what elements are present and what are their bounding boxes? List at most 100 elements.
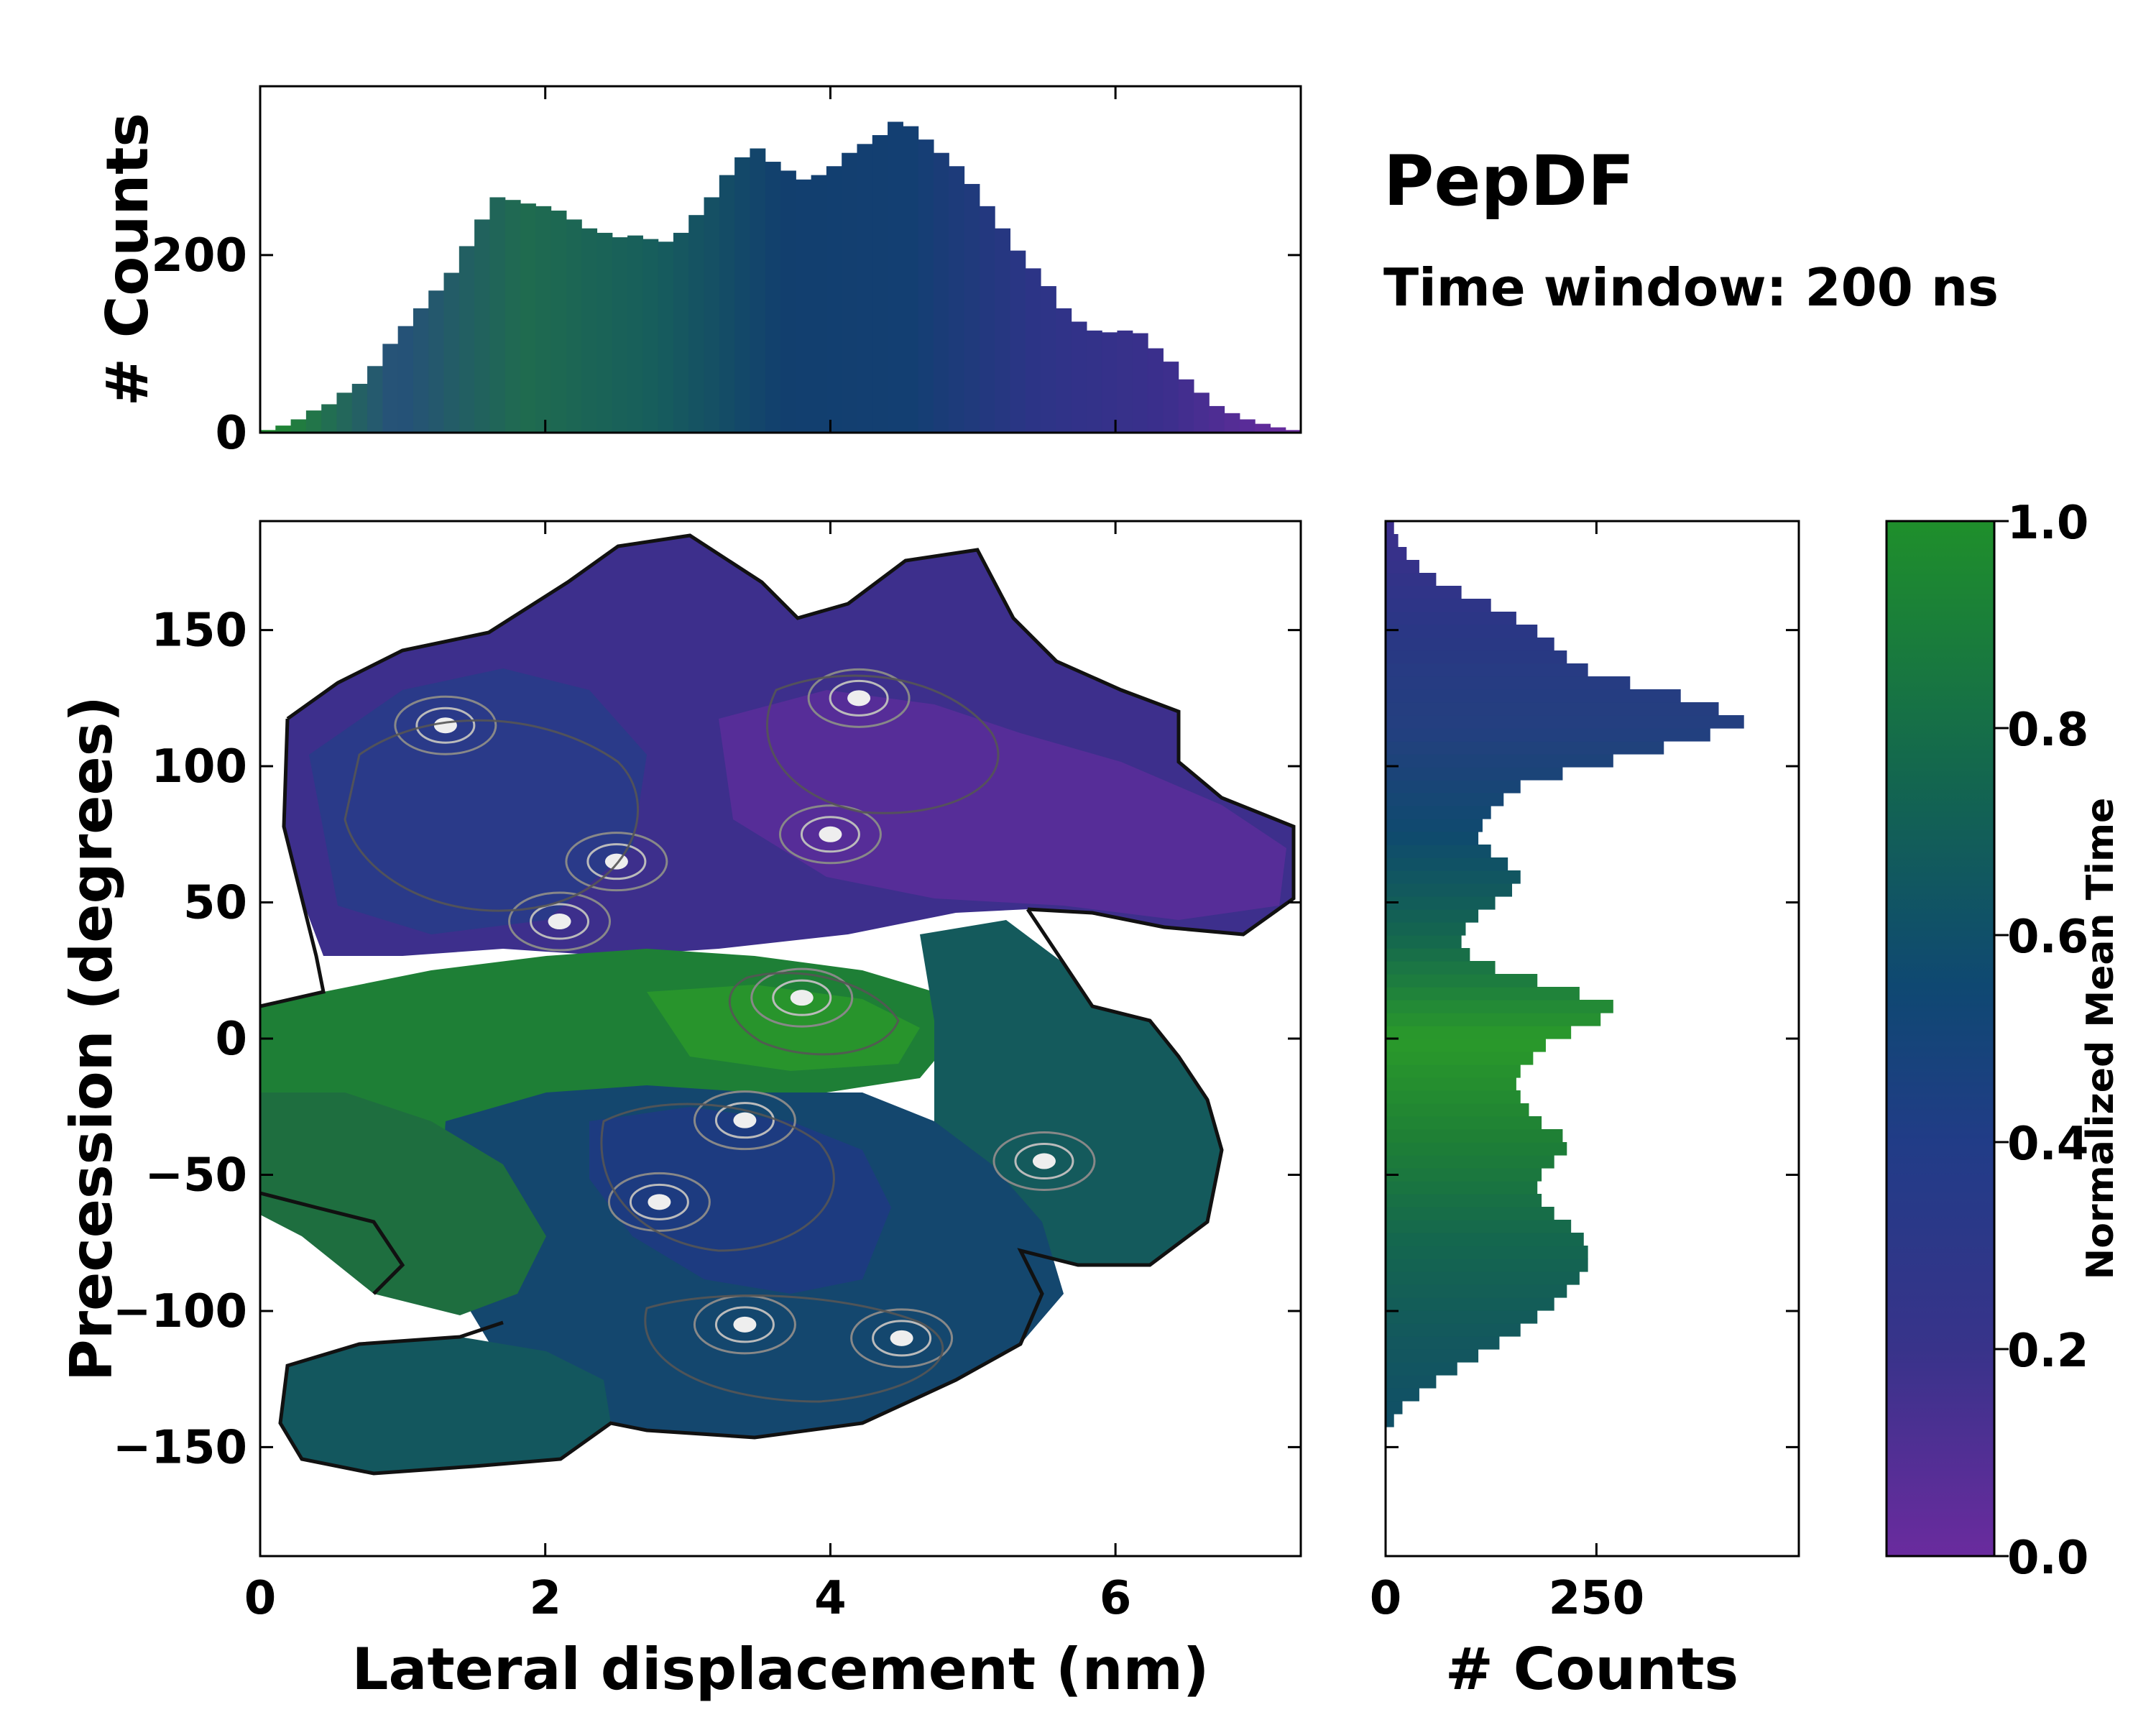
density-contour: [850, 1308, 954, 1368]
right-histogram-bar: [1386, 819, 1483, 832]
right-histogram-bar: [1386, 1052, 1534, 1065]
top-histogram-bar: [1285, 430, 1302, 433]
right-histogram-bar: [1386, 883, 1513, 897]
density-contour: [714, 1102, 775, 1139]
colorbar-tick-label: 0.0: [2007, 1532, 2088, 1585]
top-histogram-bar: [535, 206, 552, 433]
right-histogram-bar: [1386, 547, 1407, 561]
right-histogram-bar: [1386, 935, 1462, 949]
joint-ytick-label: 0: [215, 1013, 247, 1066]
right-histogram-bar: [1386, 974, 1538, 988]
top-histogram-bar: [1224, 413, 1240, 433]
top-histogram-bar: [336, 392, 353, 433]
right-histogram-bar: [1386, 521, 1394, 535]
colorbar-gradient: [1885, 520, 1996, 1558]
joint-ytick-label: −150: [113, 1421, 247, 1474]
right-histogram-bar: [1386, 1194, 1542, 1208]
top-histogram-bar: [796, 179, 812, 433]
right-histogram-bar: [1386, 1000, 1613, 1013]
joint-ytick-label: 50: [183, 877, 247, 930]
right-histogram-bar: [1386, 1259, 1588, 1272]
density-contour: [1014, 1143, 1074, 1180]
top-histogram-bar: [979, 206, 995, 433]
top-histogram-bar: [734, 157, 751, 433]
right-histogram-bar: [1386, 650, 1567, 664]
right-histogram-bar: [1386, 560, 1419, 574]
top-histogram-bar: [1132, 333, 1148, 433]
top-histogram-bar: [1148, 348, 1164, 433]
joint-ytick-label: −100: [113, 1285, 247, 1338]
density-contour: [872, 1320, 932, 1357]
right-histogram-bar: [1386, 1349, 1479, 1363]
density-peak: [548, 914, 571, 930]
top-histogram-bar: [290, 419, 307, 433]
colorbar-tick-label: 0.2: [2007, 1325, 2088, 1378]
central-green-bright: [647, 985, 920, 1071]
right-histogram-bar: [1386, 909, 1479, 923]
right-histogram-bar: [1386, 741, 1664, 755]
top-histogram-bar: [596, 232, 613, 433]
contour-outlines: [259, 533, 1296, 1476]
right-histogram-xtick-label: 0: [1370, 1572, 1402, 1625]
top-histogram-bar: [1209, 405, 1225, 433]
joint-xtick-label: 4: [814, 1572, 847, 1625]
density-contour: [508, 891, 612, 952]
density-contour: [586, 843, 647, 880]
joint-ytick-label: 100: [151, 740, 247, 794]
top-histogram-bar: [351, 384, 368, 433]
top-histogram-bar: [1025, 268, 1041, 433]
right-histogram-bar: [1386, 689, 1681, 703]
top-histogram: 0 200 # Counts: [94, 85, 1302, 460]
top-histogram-bar: [1041, 286, 1056, 433]
top-histogram-bar: [367, 366, 383, 433]
density-peak: [1032, 1153, 1056, 1169]
right-histogram-bar: [1386, 1116, 1542, 1130]
colorbar-tick-label: 0.4: [2007, 1118, 2088, 1171]
right-histogram-bar: [1386, 702, 1719, 716]
right-histogram-bar: [1386, 948, 1470, 962]
right-histogram-bar: [1386, 573, 1437, 586]
density-contour: [772, 979, 832, 1016]
joint-ytick-label: 150: [151, 604, 247, 658]
top-histogram-bar: [964, 183, 980, 433]
right-histogram-bar: [1386, 1310, 1538, 1324]
right-histogram-bar: [1386, 1220, 1572, 1233]
joint-ylabel: Precession (degrees): [58, 696, 125, 1381]
top-histogram-ylabel: # Counts: [94, 113, 161, 406]
lower-blue-core: [589, 1107, 891, 1294]
top-histogram-bar: [826, 166, 842, 433]
density-peak: [733, 1316, 757, 1333]
right-histogram-bar: [1386, 638, 1554, 651]
right-histogram-bar: [1386, 1207, 1554, 1220]
top-histogram-bar: [780, 170, 796, 433]
top-histogram-bar: [413, 308, 429, 433]
density-contour: [607, 1172, 711, 1232]
lower-left-teal-lobe: [280, 1337, 611, 1473]
right-histogram-bar: [1386, 534, 1399, 548]
top-histogram-bar: [275, 426, 292, 433]
top-histogram-bar: [428, 290, 445, 433]
right-histogram-bar: [1386, 663, 1588, 677]
top-histogram-bar: [842, 152, 858, 433]
density-contour: [778, 804, 882, 865]
right-histogram-bar: [1386, 1077, 1516, 1091]
density-contour: [829, 679, 889, 717]
top-histogram-bar: [581, 228, 598, 433]
top-histogram-bar: [305, 410, 322, 433]
right-histogram-bar: [1386, 612, 1516, 625]
right-histogram-bar: [1386, 676, 1631, 690]
chart-subtitle: Time window: 200 ns: [1383, 257, 1999, 318]
density-contour: [530, 903, 590, 940]
density-peak: [433, 717, 457, 734]
top-histogram-bar: [550, 211, 567, 433]
right-histogram-bar: [1386, 1026, 1572, 1039]
top-histogram-bar: [1178, 379, 1194, 433]
top-histogram-bar: [321, 404, 338, 433]
right-histogram-bar: [1386, 728, 1710, 742]
top-histogram-bar: [489, 197, 506, 433]
colorbar-tick-label: 0.6: [2007, 911, 2088, 964]
right-histogram-bar: [1386, 857, 1508, 871]
right-histogram-bar: [1386, 1336, 1500, 1350]
top-histogram-bar: [857, 144, 873, 433]
